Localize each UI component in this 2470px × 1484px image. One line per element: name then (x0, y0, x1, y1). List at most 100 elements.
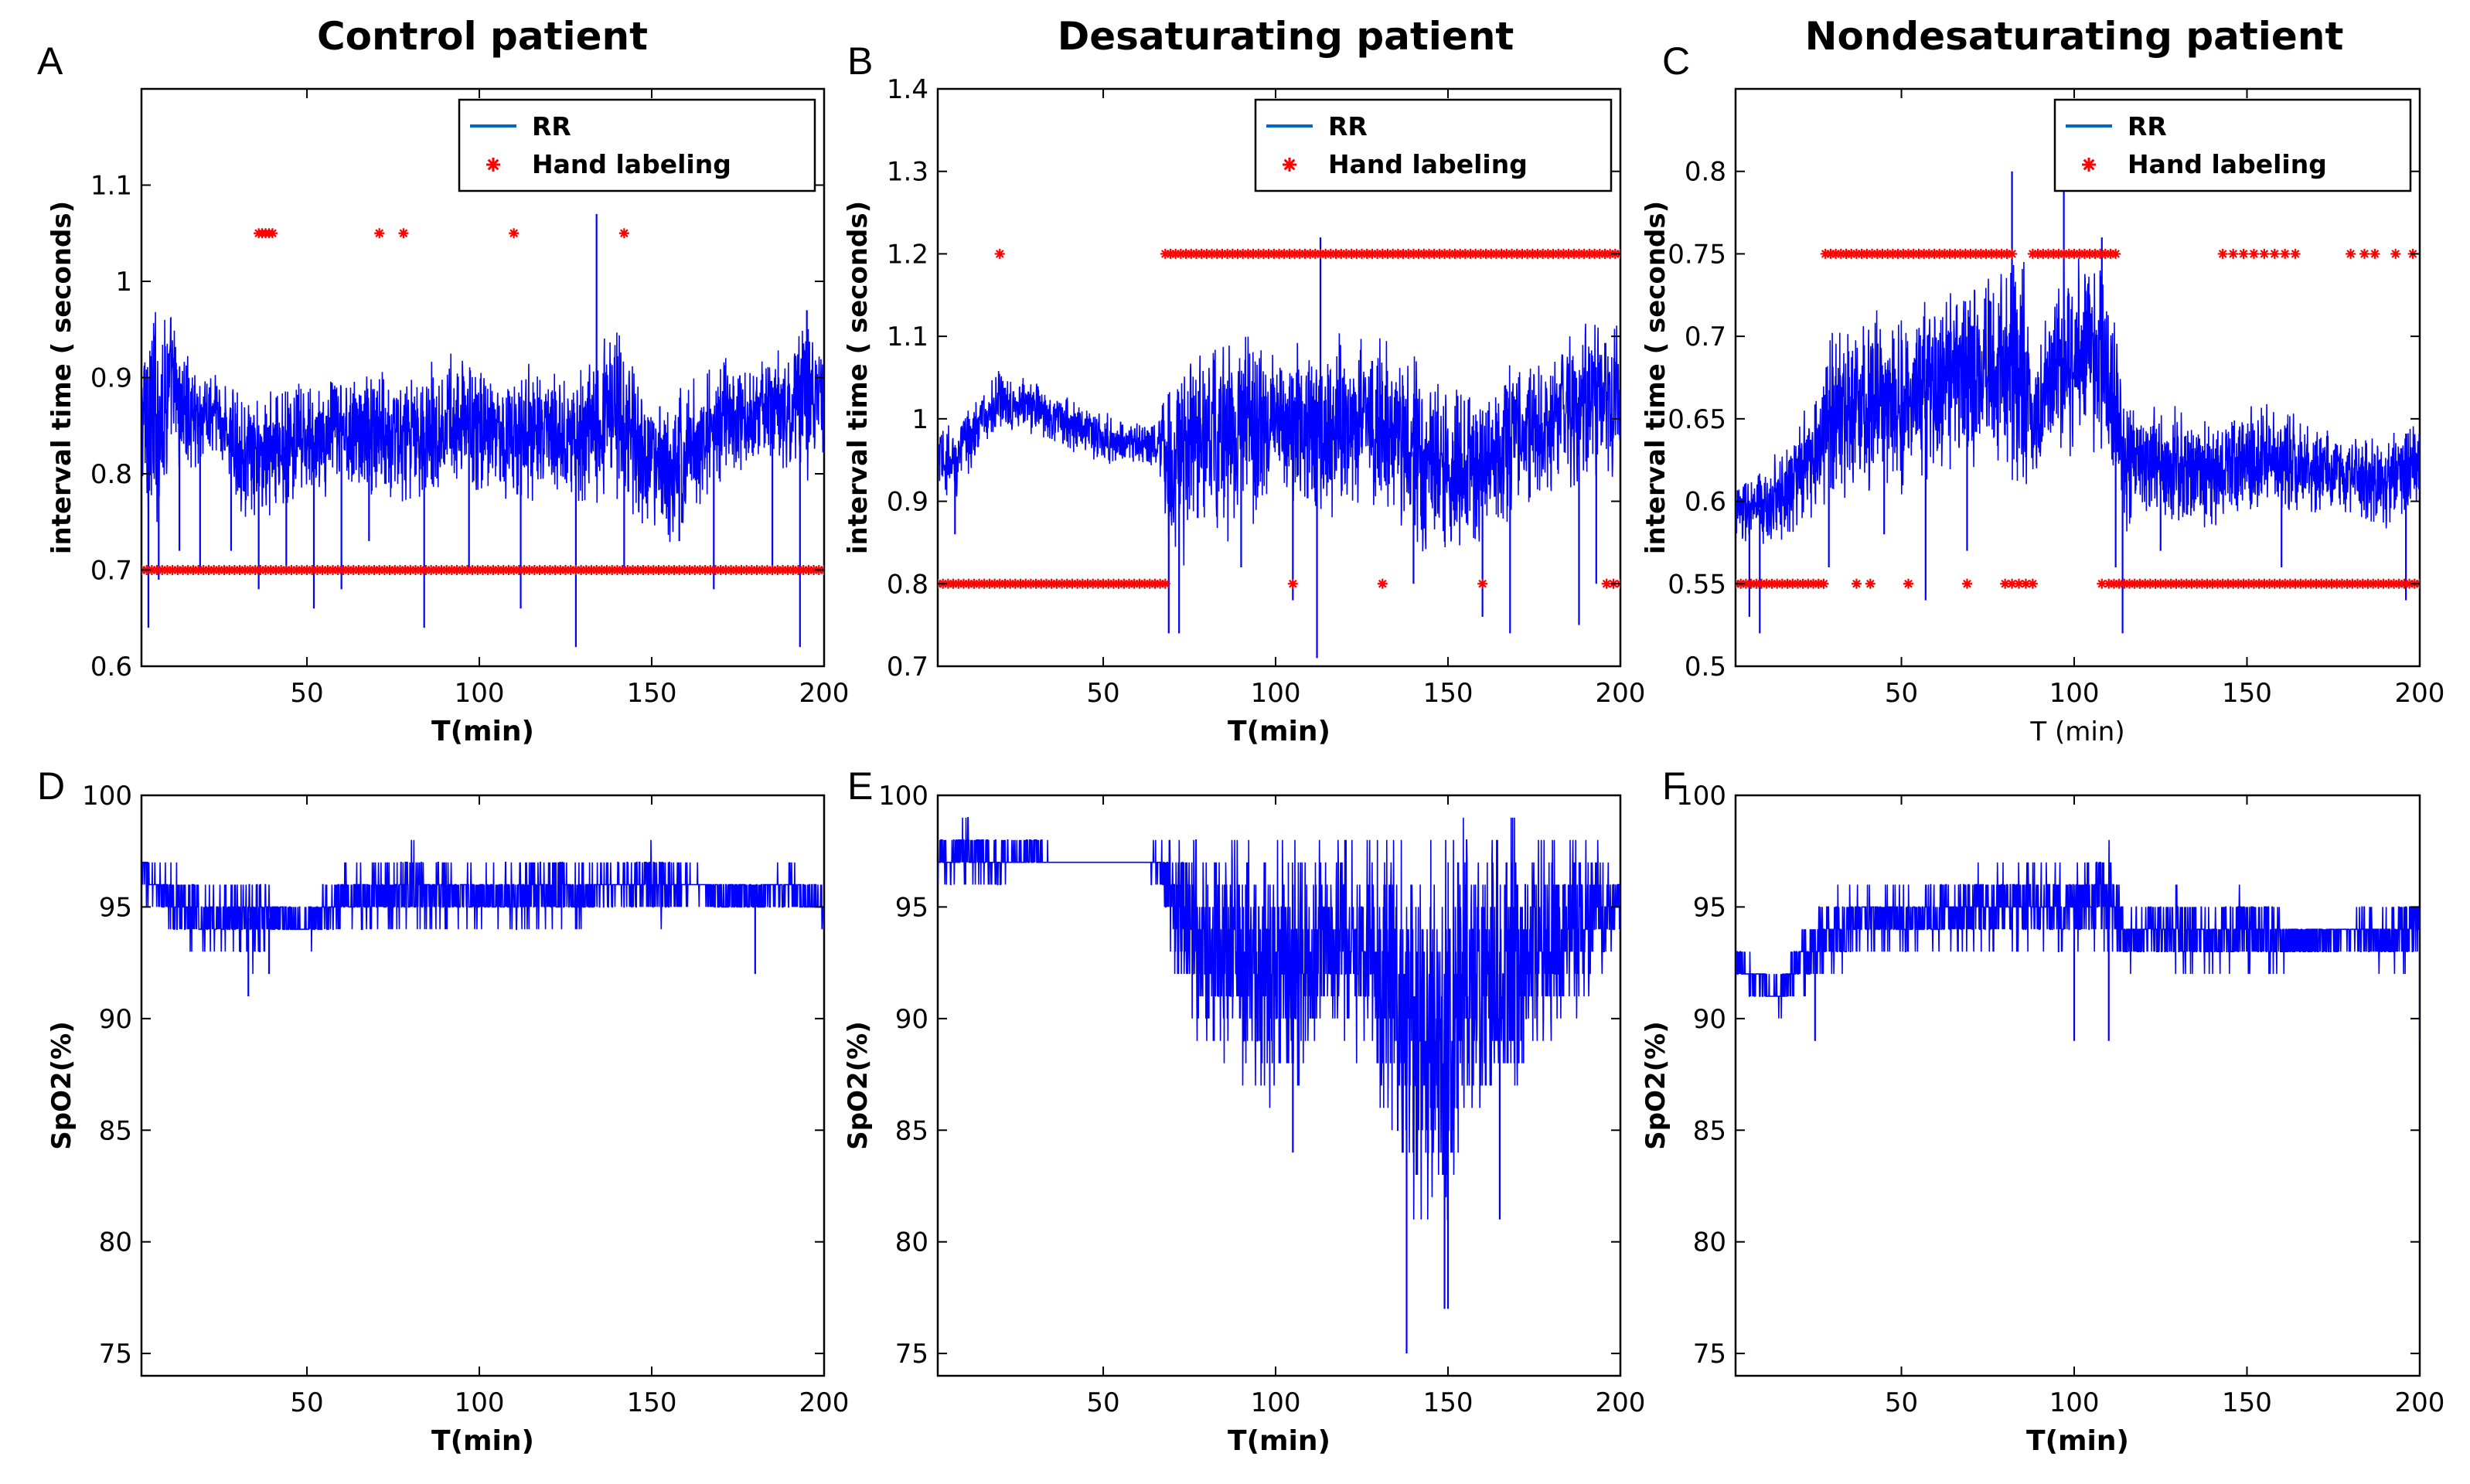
y-axis-label: interval time ( seconds) (1640, 201, 1671, 554)
hand-label-marker (2259, 578, 2270, 589)
hand-label-marker (374, 565, 385, 575)
hand-label-marker (2383, 578, 2394, 589)
y-axis-label: SpO2(%) (46, 1021, 77, 1150)
hand-label-marker (1944, 248, 1955, 259)
hand-label-marker (1160, 578, 1170, 589)
hand-label-marker (648, 565, 659, 575)
legend-hand-label-marker (1283, 158, 1296, 172)
hand-label-marker (1144, 578, 1155, 589)
hand-label-marker (1010, 578, 1020, 589)
hand-label-marker (457, 565, 468, 575)
hand-label-marker (974, 578, 985, 589)
y-tick-label: 75 (1693, 1339, 1726, 1370)
hand-label-marker (694, 565, 705, 575)
hand-label-marker (2014, 578, 2025, 589)
hand-label-marker (1134, 578, 1145, 589)
column-title-desaturating: Desaturating patient (1058, 14, 1514, 59)
hand-label-marker (2160, 578, 2171, 589)
legend-box (2053, 98, 2412, 192)
hand-label-marker (312, 565, 322, 575)
hand-label-marker (1507, 248, 1518, 259)
hand-label-marker (2048, 248, 2059, 259)
hand-label-marker (328, 565, 339, 575)
hand-label-marker (741, 565, 752, 575)
hand-label-marker (1170, 248, 1181, 259)
hand-label-marker (1955, 248, 1966, 259)
hand-label-marker (1501, 248, 1512, 259)
hand-label-marker (638, 565, 649, 575)
hand-label-marker (2114, 578, 2124, 589)
hand-label-marker (1088, 578, 1099, 589)
hand-label-marker (1398, 248, 1409, 259)
hand-label-marker (2378, 578, 2389, 589)
hand-label-marker (286, 565, 297, 575)
hand-label-marker (281, 565, 291, 575)
hand-label-marker (261, 565, 271, 575)
hand-label-marker (1601, 578, 1612, 589)
hand-label-marker (2002, 248, 2012, 259)
hand-label-marker (2134, 578, 2145, 589)
hand-label-marker (302, 565, 312, 575)
hand-label-marker (426, 565, 437, 575)
hand-label-marker (757, 565, 768, 575)
x-tick-label: 50 (1885, 678, 1918, 709)
hand-label-marker (1005, 578, 1016, 589)
hand-label-marker (2254, 578, 2264, 589)
hand-label-marker (2332, 578, 2342, 589)
hand-label-marker (653, 565, 664, 575)
hand-label-marker (1294, 248, 1305, 259)
series-line-rr (1736, 258, 2420, 544)
hand-label-marker (1825, 248, 1836, 259)
hand-label-marker (398, 228, 409, 239)
hand-label-marker (478, 565, 488, 575)
hand-label-marker (1517, 248, 1528, 259)
hand-label-marker (1841, 248, 1852, 259)
hand-label-marker (2274, 578, 2285, 589)
y-tick-label: 1.2 (887, 239, 928, 270)
y-tick-label: 0.8 (887, 569, 928, 600)
hand-label-marker (622, 565, 633, 575)
hand-label-marker (1025, 578, 1036, 589)
hand-label-marker (534, 565, 545, 575)
hand-label-marker (627, 565, 638, 575)
hand-label-marker (2347, 578, 2358, 589)
hand-label-marker (1098, 578, 1109, 589)
hand-label-marker (2363, 578, 2373, 589)
hand-label-marker (1108, 578, 1119, 589)
hand-label-marker (1196, 248, 1207, 259)
hand-label-marker (1211, 248, 1222, 259)
hand-label-marker (1782, 578, 1793, 589)
hand-label-marker (1201, 248, 1212, 259)
panel-b: 50 100 150 200 0.7 0.8 0.9 1 1.1 1.2 1.3 1.4 T(min) i… (843, 74, 1645, 747)
hand-label-marker (255, 565, 266, 575)
hand-label-marker (1929, 248, 1940, 259)
hand-label-marker (1207, 248, 1218, 259)
column-title-nondesaturating: Nondesaturating patient (1805, 14, 2344, 59)
hand-label-marker (182, 565, 193, 575)
y-tick-label: 1 (115, 267, 132, 298)
hand-label-marker (2369, 248, 2380, 259)
hand-label-marker (2223, 578, 2233, 589)
hand-label-marker (1140, 578, 1150, 589)
hand-label-marker (2108, 578, 2119, 589)
hand-label-marker (1310, 248, 1320, 259)
y-tick-label: 0.65 (1668, 404, 1726, 435)
hand-label-marker (1160, 248, 1170, 259)
hand-label-marker (1455, 248, 1466, 259)
hand-label-marker (441, 565, 452, 575)
hand-label-marker (2020, 578, 2031, 589)
hand-label-marker (2373, 578, 2383, 589)
hand-label-marker (2196, 578, 2207, 589)
hand-label-marker (384, 565, 395, 575)
hand-label-marker (2352, 578, 2363, 589)
hand-label-marker (1818, 578, 1829, 589)
hand-label-marker (229, 565, 240, 575)
hand-label-marker (1934, 248, 1945, 259)
hand-label-marker (540, 565, 550, 575)
hand-label-marker (1082, 578, 1093, 589)
hand-label-marker (2032, 248, 2043, 259)
hand-label-marker (244, 565, 255, 575)
hand-label-marker (1792, 578, 1803, 589)
hand-label-marker (690, 565, 700, 575)
hand-label-marker (2326, 578, 2337, 589)
